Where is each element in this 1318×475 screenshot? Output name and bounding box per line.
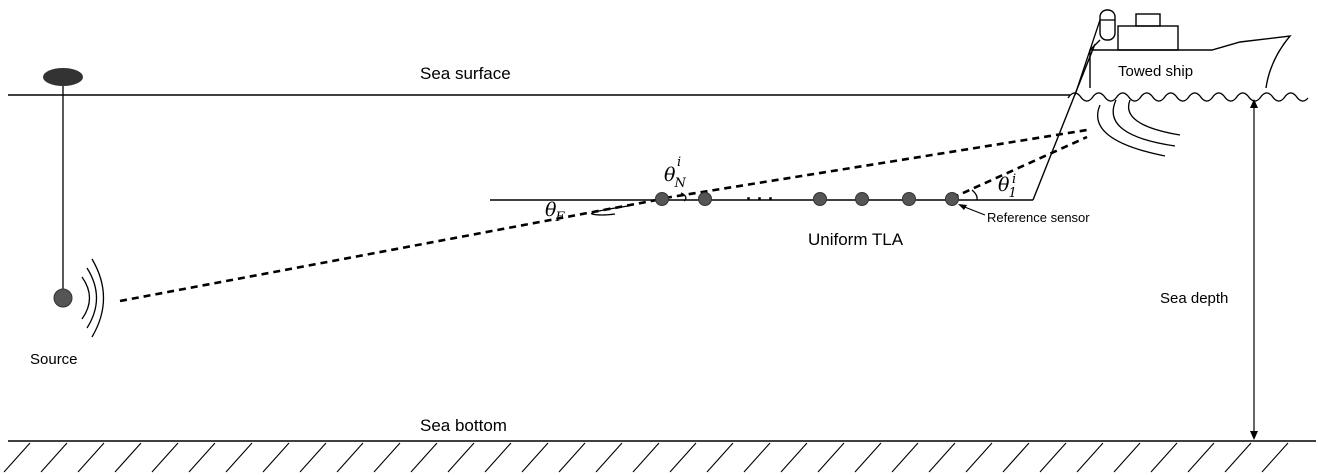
hatch-line (558, 442, 586, 473)
hatch-line (632, 442, 660, 473)
hatch-line (780, 442, 808, 473)
hatch-line (40, 442, 68, 473)
hatch-line (965, 442, 993, 473)
hatch-line (3, 442, 31, 473)
sensor (655, 192, 669, 206)
hatch-line (1187, 442, 1215, 473)
hatch-line (1002, 442, 1030, 473)
hatch-line (891, 442, 919, 473)
hatch-line (188, 442, 216, 473)
reference-sensor-label: Reference sensor (987, 210, 1090, 225)
sea-waves (1067, 92, 1309, 102)
sea-bottom-hatching (3, 442, 1289, 473)
reference-sensor (945, 192, 959, 206)
source-label: Source (30, 351, 78, 368)
hatch-line (484, 442, 512, 473)
source-to-array-path (119, 197, 663, 303)
arrowhead-icon (958, 204, 967, 210)
hatch-line (743, 442, 771, 473)
hatch-line (1076, 442, 1104, 473)
hatch-line (262, 442, 290, 473)
theta-n-label: θN (664, 164, 686, 191)
theta-1-superscript: i (1012, 172, 1016, 187)
hatch-line (1261, 442, 1289, 473)
theta-f-arc (591, 205, 629, 216)
sensor (902, 192, 916, 206)
source-icon (53, 288, 73, 308)
arrowhead-up-icon (1250, 99, 1258, 108)
ship-to-reference-path (951, 135, 1088, 200)
theta-n-superscript: i (677, 155, 681, 170)
ship-to-sensor-n-path (664, 128, 1088, 200)
sea-surface-label: Sea surface (420, 64, 511, 83)
hatch-line (521, 442, 549, 473)
hatch-line (854, 442, 882, 473)
hatch-line (669, 442, 697, 473)
hatch-line (928, 442, 956, 473)
sensor (855, 192, 869, 206)
tow-cable (1032, 43, 1096, 201)
hatch-line (817, 442, 845, 473)
theta-1-label: θ1 (998, 174, 1017, 201)
sea-depth-label: Sea depth (1160, 290, 1228, 307)
sensor-array (655, 192, 959, 206)
hatch-line (447, 442, 475, 473)
hatch-line (1039, 442, 1067, 473)
uniform-tla-label: Uniform TLA (808, 230, 904, 249)
hatch-line (114, 442, 142, 473)
sensor (698, 192, 712, 206)
theta-f-label: θF (545, 199, 565, 225)
hatch-line (151, 442, 179, 473)
source-emission-arcs (81, 258, 105, 338)
hatch-line (706, 442, 734, 473)
hatch-line (299, 442, 327, 473)
ship-wake (1097, 99, 1181, 157)
sensor (813, 192, 827, 206)
array-ellipsis: · · · (746, 189, 774, 209)
theta-1-arc (971, 189, 978, 201)
ship-icon (1089, 9, 1292, 89)
hatch-line (77, 442, 105, 473)
towed-ship-label: Towed ship (1118, 63, 1193, 80)
arrowhead-down-icon (1250, 431, 1258, 440)
theta-n-arc (680, 192, 687, 202)
hatch-line (336, 442, 364, 473)
hatch-line (1113, 442, 1141, 473)
reference-sensor-arrow (961, 205, 986, 216)
hatch-line (595, 442, 623, 473)
hatch-line (225, 442, 253, 473)
hatch-line (1224, 442, 1252, 473)
hatch-line (1150, 442, 1178, 473)
sea-bottom-label: Sea bottom (420, 416, 507, 435)
hatch-line (373, 442, 401, 473)
hatch-line (410, 442, 438, 473)
buoy-icon (43, 68, 83, 86)
tow-line-to-winch (1074, 19, 1101, 96)
